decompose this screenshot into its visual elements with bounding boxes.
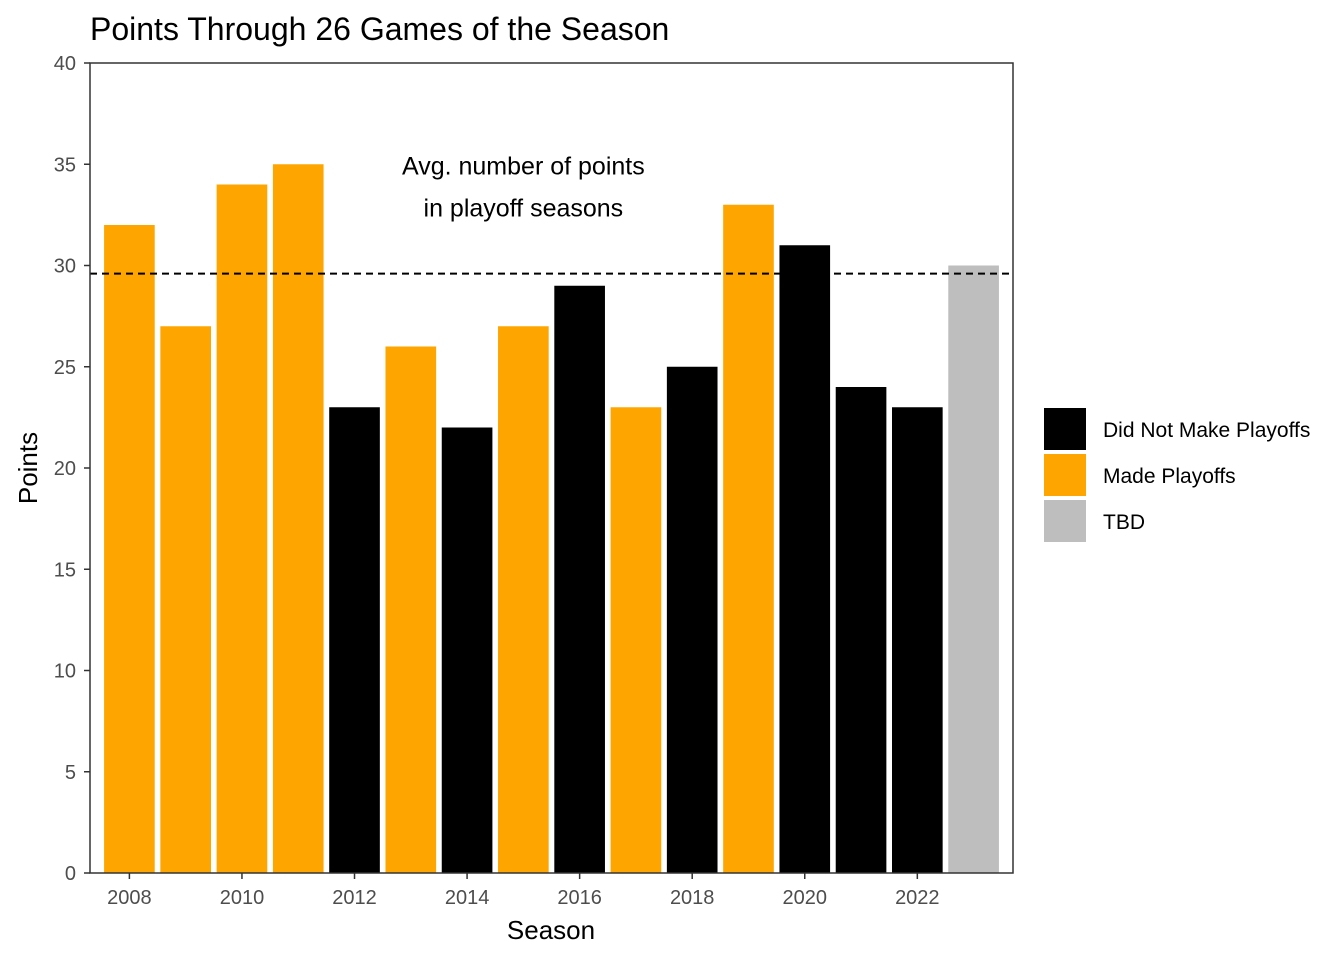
bar-2012 <box>329 407 380 873</box>
x-tick-label-2020: 2020 <box>783 887 828 909</box>
x-tick-label-2008: 2008 <box>107 887 152 909</box>
plot-area: Avg. number of points in playoff seasons 0… <box>54 53 1014 909</box>
bar-2023 <box>948 265 999 873</box>
bar-2014 <box>441 427 493 873</box>
x-tick-label-2018: 2018 <box>670 887 715 909</box>
bar-2015 <box>498 326 549 873</box>
annotation-line-2: in playoff seasons <box>424 195 624 223</box>
bar-2019 <box>723 204 774 873</box>
chart-title: Points Through 26 Games of the Season <box>90 11 669 47</box>
y-tick-label-35: 35 <box>54 154 76 176</box>
legend-label-tbd: TBD <box>1103 511 1145 534</box>
bar-2022 <box>892 407 943 873</box>
legend-key-tbd <box>1044 500 1086 542</box>
y-tick-label-5: 5 <box>65 762 76 784</box>
annotation-line-1: Avg. number of points <box>402 153 645 181</box>
y-tick-label-25: 25 <box>54 357 76 379</box>
y-tick-label-15: 15 <box>54 559 76 581</box>
x-tick-label-2016: 2016 <box>557 887 602 909</box>
x-tick-label-2012: 2012 <box>332 887 377 909</box>
x-axis-title: Season <box>507 915 595 945</box>
bar-2008 <box>104 225 155 873</box>
legend-key-made-playoffs <box>1044 454 1086 496</box>
bar-2017 <box>610 407 662 873</box>
bar-2018 <box>666 366 718 873</box>
y-tick-label-10: 10 <box>54 661 76 683</box>
bar-2010 <box>216 184 268 873</box>
x-tick-label-2022: 2022 <box>895 887 940 909</box>
legend-key-did-not-make-playoffs <box>1044 408 1086 450</box>
bar-2020 <box>779 245 831 873</box>
bar-2009 <box>160 326 211 873</box>
legend-label-made-playoffs: Made Playoffs <box>1103 465 1236 488</box>
bar-2011 <box>272 164 324 873</box>
bar-2013 <box>385 346 437 873</box>
x-tick-label-2014: 2014 <box>445 887 490 909</box>
bar-2021 <box>835 387 887 873</box>
x-tick-label-2010: 2010 <box>220 887 265 909</box>
bar-2016 <box>554 285 605 873</box>
y-tick-label-40: 40 <box>54 53 76 75</box>
y-tick-label-20: 20 <box>54 458 76 480</box>
y-axis-title: Points <box>13 432 43 504</box>
legend: Did Not Make Playoffs Made Playoffs TBD <box>1044 408 1310 542</box>
y-tick-label-0: 0 <box>65 863 76 885</box>
y-tick-label-30: 30 <box>54 256 76 278</box>
legend-label-did-not-make-playoffs: Did Not Make Playoffs <box>1103 419 1310 442</box>
